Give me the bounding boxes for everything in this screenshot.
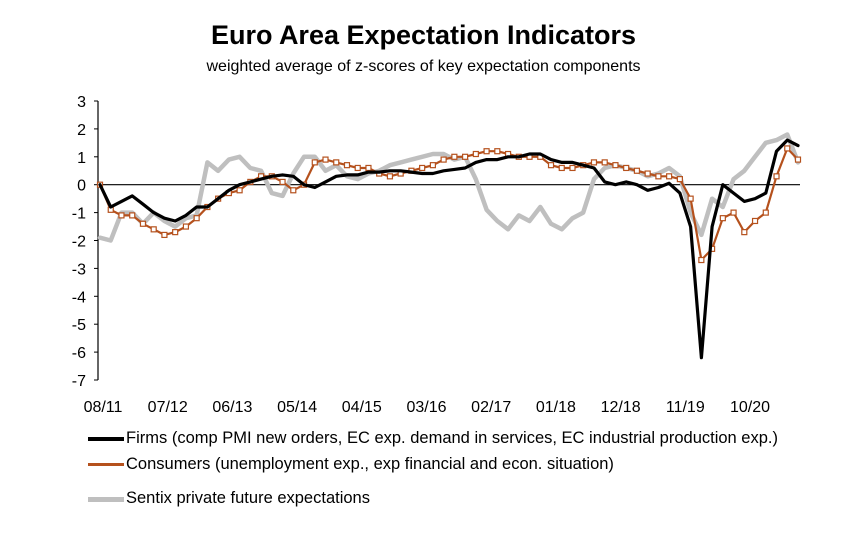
y-tick-label: -4: [72, 289, 86, 306]
consumers-marker: [623, 164, 630, 172]
y-tick-label: -3: [72, 261, 86, 278]
x-tick-label: 01/18: [536, 399, 576, 416]
consumers-marker: [494, 148, 501, 155]
consumers-marker: [161, 231, 168, 239]
y-tick-label: -5: [72, 317, 86, 334]
consumers-marker: [741, 229, 748, 236]
x-tick-label: 07/12: [148, 399, 188, 416]
consumers-marker: [698, 256, 705, 264]
consumers-marker: [440, 156, 447, 163]
consumers-marker: [773, 173, 780, 180]
legend-item-firms: Firms (comp PMI new orders, EC exp. dema…: [88, 428, 808, 448]
legend-item-consumers: Consumers (unemployment exp., exp financ…: [88, 454, 808, 474]
y-tick-label: 2: [77, 122, 86, 139]
x-tick-label: 06/13: [212, 399, 252, 416]
consumers-marker: [419, 164, 426, 172]
legend-label-firms: Firms (comp PMI new orders, EC exp. dema…: [126, 429, 778, 447]
consumers-marker: [601, 159, 608, 166]
tick-labels: 3 2 1 0 -1 -2 -3 -4 -5 -6 -7 08/11 07/12 06/13 05/14 04…: [72, 94, 770, 416]
x-tick-label: 03/16: [406, 399, 446, 416]
consumers-marker: [129, 212, 136, 219]
consumers-marker: [558, 164, 565, 172]
consumers-marker: [451, 153, 458, 160]
legend-item-sentix: Sentix private future expectations: [88, 488, 808, 508]
consumers-marker: [590, 159, 598, 166]
consumers-marker: [462, 153, 469, 160]
consumers-marker: [547, 162, 555, 169]
consumers-marker: [751, 217, 759, 225]
legend-label-consumers: Consumers (unemployment exp., exp financ…: [126, 455, 614, 473]
consumers-marker: [569, 164, 576, 172]
y-tick-label: -1: [72, 206, 86, 223]
y-tick-label: -7: [72, 373, 86, 390]
consumers-marker: [472, 150, 479, 158]
consumers-marker: [483, 148, 490, 155]
consumers-marker: [687, 195, 694, 202]
y-tick-label: 0: [77, 178, 86, 195]
y-tick-label: -2: [72, 234, 86, 251]
consumers-marker: [719, 215, 726, 222]
consumers-marker: [676, 176, 683, 183]
consumers-marker: [666, 173, 673, 180]
consumers-marker: [118, 212, 125, 219]
legend-swatch-firms: [88, 437, 124, 441]
consumers-marker: [644, 170, 651, 177]
y-tick-label: -6: [72, 345, 86, 362]
consumers-marker: [354, 164, 361, 172]
x-tick-label: 05/14: [277, 399, 317, 416]
series-layer: [96, 132, 802, 360]
legend-swatch-consumers: [88, 463, 124, 466]
series-firms-line: [98, 138, 800, 360]
x-tick-label: 12/18: [601, 399, 641, 416]
x-tick-label: 10/20: [730, 399, 770, 416]
legend-label-sentix: Sentix private future expectations: [126, 489, 370, 507]
x-tick-label: 11/19: [666, 399, 705, 416]
consumers-marker: [172, 229, 179, 236]
consumers-marker: [429, 162, 436, 169]
consumers-marker: [150, 226, 157, 233]
chart-axes: [94, 100, 800, 381]
consumers-marker: [236, 187, 243, 194]
legend: Firms (comp PMI new orders, EC exp. dema…: [88, 428, 808, 514]
x-tick-label: 08/11: [84, 399, 123, 416]
consumers-marker: [311, 159, 318, 166]
consumers-marker: [633, 167, 641, 174]
chart-subtitle: weighted average of z-scores of key expe…: [206, 58, 641, 75]
x-tick-label: 04/15: [342, 399, 382, 416]
series-sentix-line: [97, 132, 801, 243]
consumers-marker: [730, 209, 737, 216]
consumers-marker: [343, 162, 351, 169]
line-chart: 3 2 1 0 -1 -2 -3 -4 -5 -6 -7 08/11 07/12 06/13 05/14 04…: [72, 94, 802, 416]
chart-title: Euro Area Expectation Indicators: [210, 20, 637, 50]
consumers-marker: [365, 164, 372, 172]
consumers-marker: [279, 178, 286, 186]
consumers-marker: [762, 209, 769, 216]
legend-swatch-sentix: [88, 497, 124, 502]
x-tick-label: 02/17: [471, 399, 511, 416]
consumers-marker: [193, 215, 200, 222]
y-tick-label: 3: [77, 94, 86, 111]
consumers-marker: [139, 220, 147, 227]
consumers-marker: [182, 223, 190, 230]
consumers-marker: [784, 145, 791, 152]
consumers-marker: [322, 156, 329, 163]
consumers-marker: [794, 156, 802, 163]
consumers-marker: [290, 187, 297, 194]
y-tick-label: 1: [77, 150, 86, 167]
consumers-marker: [612, 162, 619, 169]
consumers-marker: [333, 159, 340, 166]
consumers-marker: [386, 173, 394, 180]
consumers-marker: [655, 173, 662, 180]
